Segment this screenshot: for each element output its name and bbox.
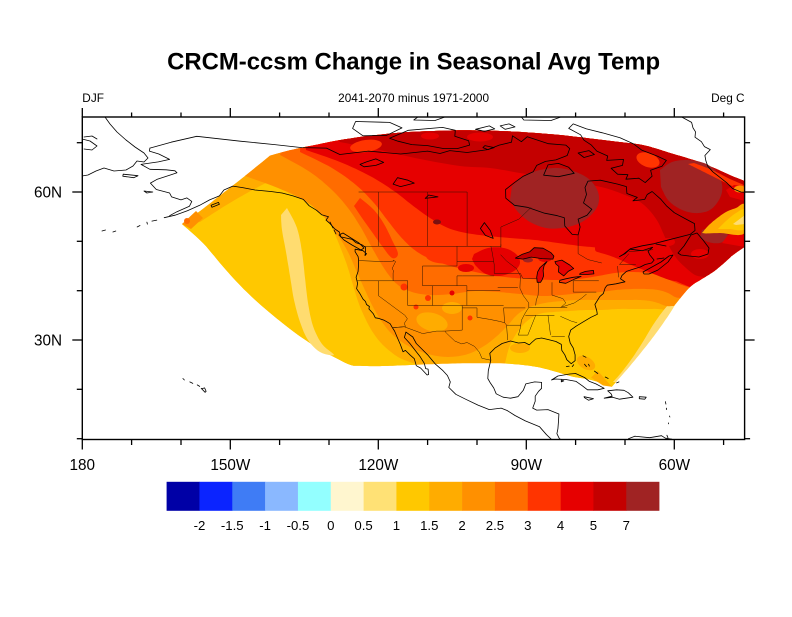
svg-text:0.5: 0.5 — [354, 518, 372, 533]
svg-text:-1: -1 — [259, 518, 271, 533]
svg-text:60N: 60N — [34, 185, 62, 202]
svg-text:180: 180 — [70, 457, 96, 474]
svg-text:60W: 60W — [659, 457, 691, 474]
svg-text:-1.5: -1.5 — [221, 518, 244, 533]
svg-text:2041-2070 minus 1971-2000: 2041-2070 minus 1971-2000 — [338, 91, 489, 105]
svg-text:3: 3 — [524, 518, 531, 533]
svg-text:0: 0 — [327, 518, 334, 533]
svg-text:5: 5 — [590, 518, 597, 533]
svg-text:2.5: 2.5 — [486, 518, 504, 533]
svg-text:120W: 120W — [358, 457, 399, 474]
svg-text:DJF: DJF — [82, 91, 104, 105]
svg-text:90W: 90W — [511, 457, 543, 474]
svg-text:1.5: 1.5 — [420, 518, 438, 533]
svg-text:Deg C: Deg C — [711, 91, 745, 105]
svg-text:150W: 150W — [210, 457, 251, 474]
svg-text:-2: -2 — [194, 518, 206, 533]
svg-text:CRCM-ccsm Change in Seasonal A: CRCM-ccsm Change in Seasonal Avg Temp — [167, 49, 660, 76]
svg-text:7: 7 — [623, 518, 630, 533]
svg-text:30N: 30N — [34, 333, 62, 350]
svg-text:2: 2 — [458, 518, 465, 533]
svg-text:4: 4 — [557, 518, 564, 533]
svg-text:1: 1 — [393, 518, 400, 533]
svg-text:-0.5: -0.5 — [287, 518, 310, 533]
